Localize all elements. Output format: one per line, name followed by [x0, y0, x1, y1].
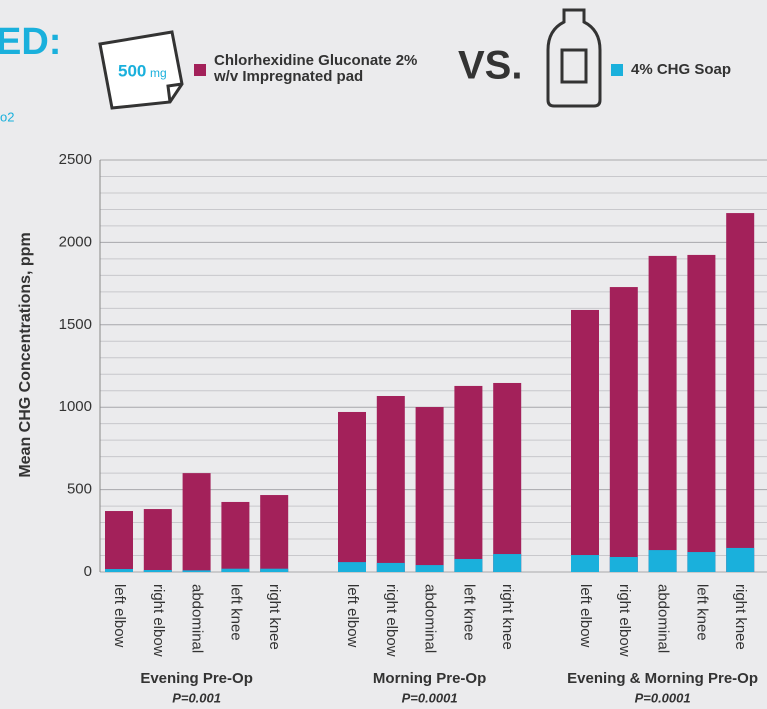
y-tick-label: 0: [84, 563, 92, 580]
group-label: Evening & Morning Pre-Op: [567, 670, 758, 687]
group-label: Evening Pre-Op: [140, 670, 253, 687]
bar: [143, 509, 172, 572]
group-p-value: P=0.0001: [635, 690, 691, 705]
x-tick-label: abdominal: [189, 584, 206, 653]
y-tick-label: 1500: [59, 316, 92, 333]
bar: [687, 254, 716, 572]
x-tick-label: right elbow: [150, 584, 167, 657]
bar: [260, 495, 289, 572]
bar: [338, 562, 366, 572]
pad-amount: 500: [118, 61, 146, 80]
vs-text: VS.: [458, 44, 522, 88]
bar: [260, 568, 289, 572]
x-tick-label: right elbow: [616, 584, 633, 657]
bar: [493, 382, 522, 572]
x-tick-label: right knee: [266, 584, 283, 650]
bar: [143, 570, 172, 572]
pad-unit: mg: [150, 66, 167, 80]
pad-icon: 500 mg: [98, 30, 184, 110]
x-tick-label: left elbow: [111, 584, 128, 648]
x-tick-label: left elbow: [344, 584, 361, 648]
x-tick-label: right knee: [499, 584, 516, 650]
bar: [571, 309, 599, 572]
group-label: Morning Pre-Op: [373, 670, 486, 687]
bar: [376, 395, 405, 572]
legend-swatch: [194, 64, 206, 76]
x-tick-label: abdominal: [655, 584, 672, 653]
bar: [726, 213, 755, 572]
legend-label: Chlorhexidine Gluconate 2% w/v Impregnat…: [214, 52, 418, 85]
y-tick-label: 2000: [59, 233, 92, 250]
y-tick-label: 500: [67, 481, 92, 498]
y-axis-label: Mean CHG Concentrations, ppm: [17, 232, 34, 477]
bar: [687, 552, 716, 572]
bar: [726, 547, 755, 572]
bar: [376, 562, 405, 572]
bar: [415, 407, 444, 572]
bar: [454, 558, 483, 572]
bar: [105, 511, 133, 572]
bar: [415, 565, 444, 572]
bar: [648, 255, 677, 572]
bar: [609, 557, 638, 572]
group-p-value: P=0.001: [172, 690, 221, 705]
y-tick-label: 1000: [59, 398, 92, 415]
bar: [338, 411, 366, 572]
bar: [571, 555, 599, 572]
subtitle: o2: [0, 109, 14, 124]
x-tick-label: left knee: [227, 584, 244, 641]
y-tick-label: 2500: [59, 151, 92, 168]
x-tick-label: left knee: [460, 584, 477, 641]
x-tick-label: left elbow: [577, 584, 594, 648]
bar: [182, 473, 211, 572]
bar: [609, 287, 638, 572]
x-tick-label: right knee: [732, 584, 749, 650]
title: ED:: [0, 21, 61, 63]
legend-label: 4% CHG Soap: [631, 61, 732, 78]
x-tick-label: left knee: [693, 584, 710, 641]
bar: [182, 570, 211, 572]
group-p-value: P=0.0001: [402, 690, 458, 705]
x-tick-label: right elbow: [383, 584, 400, 657]
bar: [105, 569, 133, 572]
bar: [493, 554, 522, 572]
bar: [221, 568, 250, 572]
legend-swatch: [611, 64, 623, 76]
bar: [648, 550, 677, 572]
x-tick-label: abdominal: [422, 584, 439, 653]
bottle-icon: [546, 8, 602, 108]
bar: [221, 501, 250, 572]
bar: [454, 385, 483, 572]
